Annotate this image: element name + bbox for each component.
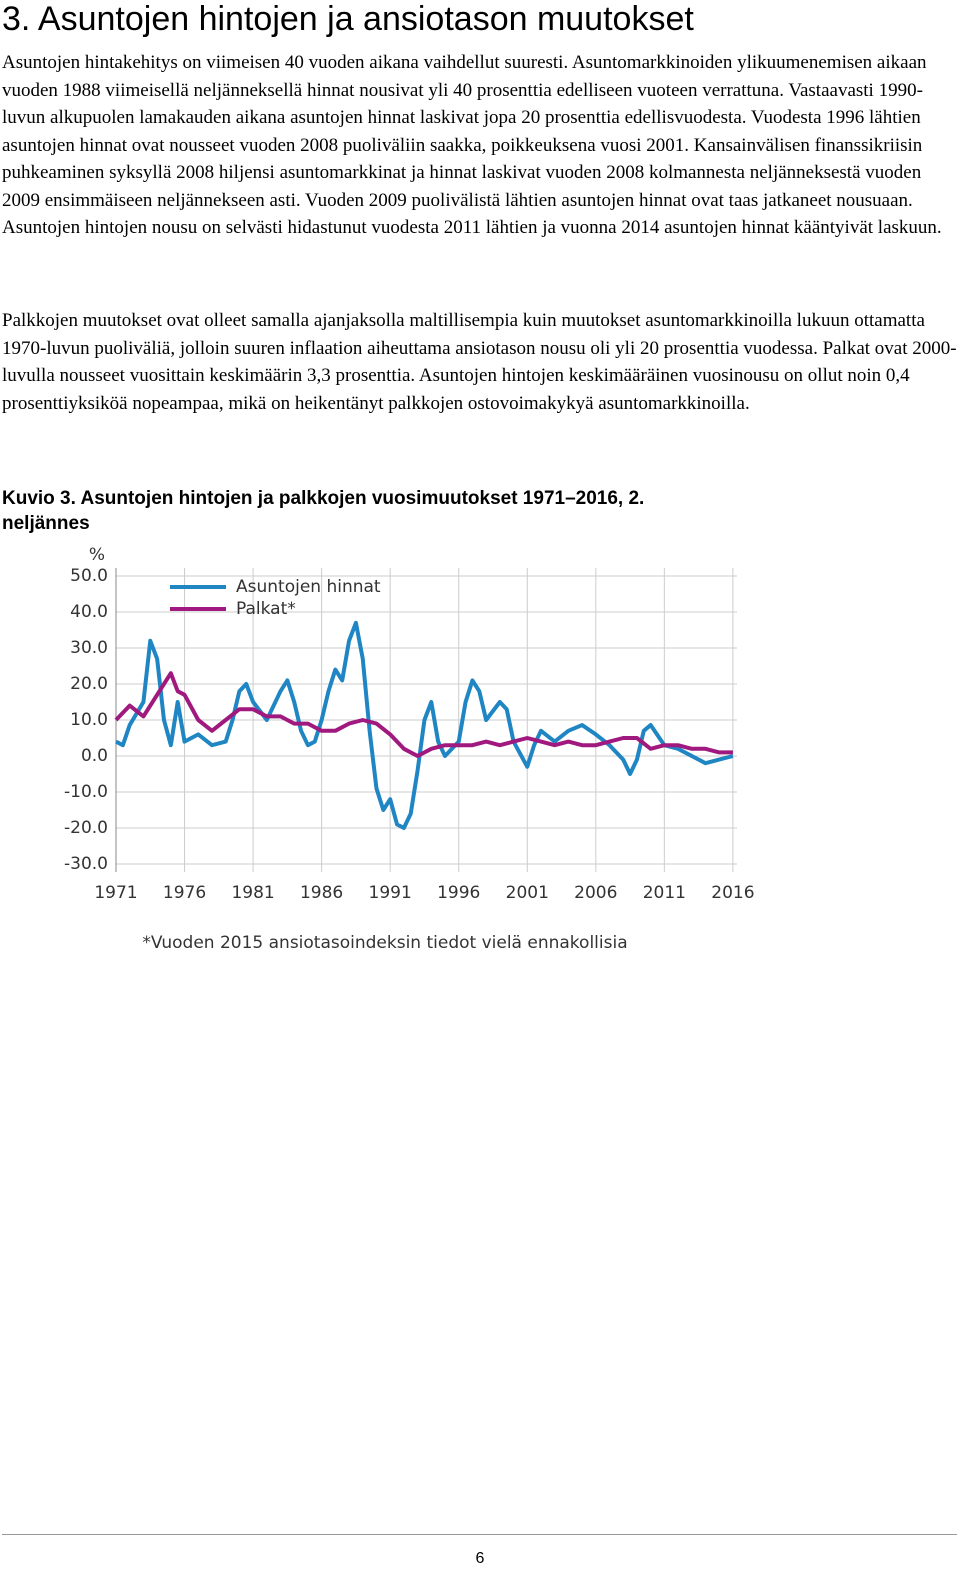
footer-rule (2, 1534, 957, 1535)
data-line (114, 671, 733, 758)
chart: % *Vuoden 2015 ansiotasoindeksin tiedot … (64, 545, 755, 953)
x-tick-label: 1991 (369, 883, 412, 903)
figure-caption: Kuvio 3. Asuntojen hintojen ja palkkojen… (2, 488, 645, 534)
x-tick-label: 2006 (574, 883, 617, 903)
paragraph: Palkkojen muutokset ovat olleet samalla … (2, 310, 957, 414)
y-tick-label: 10.0 (70, 710, 108, 730)
x-tick-label: 2011 (643, 883, 686, 903)
page-title: 3. Asuntojen hintojen ja ansiotason muut… (2, 0, 694, 38)
y-axis-label: % (89, 545, 105, 565)
x-tick-label: 1971 (94, 883, 137, 903)
x-tick-label: 1996 (437, 883, 480, 903)
chart-note: *Vuoden 2015 ansiotasoindeksin tiedot vi… (142, 933, 627, 953)
y-tick-label: 30.0 (70, 638, 108, 658)
x-tick-label: 2001 (506, 883, 549, 903)
data-line (115, 620, 734, 830)
x-tick-label: 1976 (163, 883, 206, 903)
y-tick-label: -30.0 (64, 854, 108, 874)
legend-label: Asuntojen hinnat (236, 577, 381, 597)
y-tick-label: 20.0 (70, 674, 108, 694)
legend-label: Palkat* (236, 599, 296, 619)
y-tick-label: -10.0 (64, 782, 108, 802)
x-tick-label: 2016 (711, 883, 754, 903)
y-tick-label: 50.0 (70, 566, 108, 586)
paragraph: Asuntojen hintakehitys on viimeisen 40 v… (2, 52, 942, 238)
y-tick-label: 40.0 (70, 602, 108, 622)
page-number: 6 (475, 1550, 485, 1567)
y-tick-label: 0.0 (81, 746, 108, 766)
x-tick-label: 1981 (231, 883, 274, 903)
x-tick-label: 1986 (300, 883, 343, 903)
y-tick-label: -20.0 (64, 818, 108, 838)
